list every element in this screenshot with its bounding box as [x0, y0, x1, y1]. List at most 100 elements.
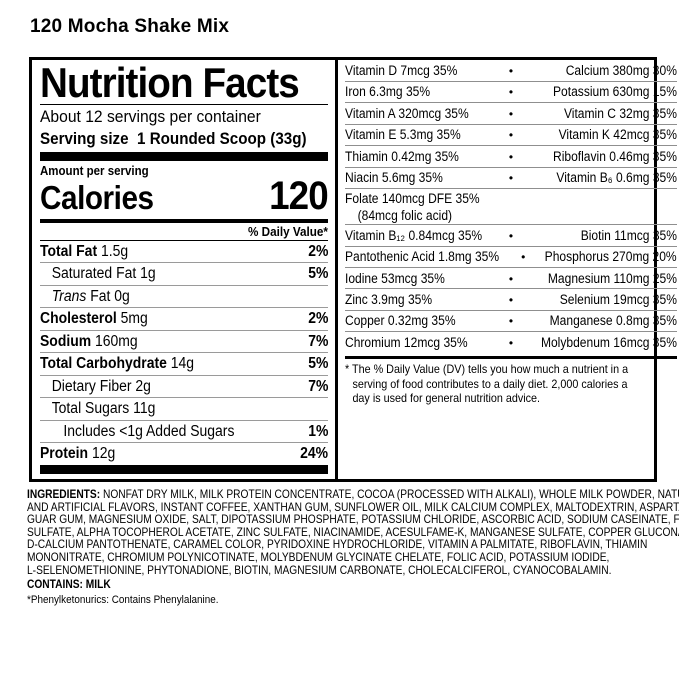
ingredient-line: L-SELENOMETHIONINE, PHYTONADIONE, BIOTIN… [27, 563, 612, 577]
nutrient-name: Sodium 160mg [40, 332, 138, 350]
nutrient-daily-value: 2% [307, 310, 328, 328]
ingredient-line: GUAR GUM, MAGNESIUM OXIDE, SALT, DIPOTAS… [27, 513, 679, 527]
micronutrient-left: Pantothenic Acid 1.8mg 35% [345, 249, 500, 265]
calories-value: 120 [269, 173, 329, 218]
nutrient-daily-value: 1% [307, 422, 328, 440]
folate-line-1: Folate 140mcg DFE 35% [345, 191, 480, 207]
micronutrient-right: Selenium 19mcg 35% [559, 291, 677, 307]
daily-value-header: % Daily Value* [247, 223, 328, 239]
page-title: 120 Mocha Shake Mix [30, 16, 230, 37]
nutrient-row: Includes <1g Added Sugars 1% [40, 419, 328, 443]
micronutrient-left: Thiamin 0.42mg 35% [345, 148, 459, 164]
nutrient-name: Total Fat 1.5g [40, 242, 129, 260]
nutrient-name: Total Carbohydrate 14g [40, 355, 195, 373]
folate-line-2: (84mcg folic acid) [357, 207, 453, 223]
nutrient-name: Saturated Fat 1g [51, 265, 156, 283]
ingredient-line: SULFATE, ALPHA TOCOPHEROL ACETATE, ZINC … [27, 525, 679, 539]
micronutrient-row: Iron 6.3mg 35% • Potassium 630mg 15% [345, 80, 677, 102]
micronutrient-row: Vitamin E 5.3mg 35% • Vitamin K 42mcg 35% [345, 123, 677, 145]
nutrient-row: Cholesterol 5mg 2% [40, 307, 328, 330]
nutrient-row: Saturated Fat 1g 5% [40, 262, 328, 285]
micronutrient-column: Vitamin D 7mcg 35% • Calcium 380mg 30% Iron… [338, 60, 679, 479]
micronutrient-right: Vitamin B₆ 0.6mg 35% [556, 170, 677, 186]
bullet-separator-icon: • [508, 171, 514, 186]
micronutrient-row: Zinc 3.9mg 35% • Selenium 19mcg 35% [345, 288, 677, 309]
micronutrient-right: Magnesium 110mg 25% [547, 270, 677, 286]
nutrient-daily-value: 7% [307, 332, 328, 350]
bullet-separator-icon: • [508, 106, 514, 121]
micronutrient-left: Iodine 53mcg 35% [345, 270, 445, 286]
footnote-line: serving of food contributes to a daily d… [352, 377, 628, 391]
bullet-separator-icon: • [508, 85, 514, 100]
micronutrient-row: Chromium 12mcg 35% • Molybdenum 16mcg 35% [345, 331, 677, 352]
micronutrient-left: Vitamin B₁₂ 0.84mcg 35% [345, 227, 483, 243]
nutrient-row: Sodium 160mg 7% [40, 329, 328, 353]
nutrition-facts-heading: Nutrition Facts [40, 59, 300, 106]
bullet-separator-icon: • [508, 314, 514, 329]
ingredients-heading: INGREDIENTS: [27, 488, 101, 501]
ingredient-line: MONONITRATE, CHROMIUM POLYNICOTINATE, MO… [27, 550, 610, 564]
contains-statement: CONTAINS: MILK [27, 578, 111, 592]
amount-per-serving-label: Amount per serving [40, 163, 149, 178]
micronutrient-right: Vitamin C 32mg 35% [563, 105, 677, 121]
nutrient-row: Total Carbohydrate 14g 5% [40, 352, 328, 375]
nutrient-name: Trans Fat 0g [51, 287, 130, 305]
micronutrient-list-bottom: Vitamin B₁₂ 0.84mcg 35% • Biotin 11mcg 35%… [345, 224, 677, 352]
nutrient-row: Dietary Fiber 2g 7% [40, 374, 328, 398]
nutrient-name: Cholesterol 5mg [40, 310, 148, 328]
ingredients-block: INGREDIENTS: NONFAT DRY MILK, MILK PROTE… [27, 488, 679, 607]
micronutrient-right: Molybdenum 16mcg 35% [540, 334, 677, 350]
micronutrient-row: Pantothenic Acid 1.8mg 35% • Phosphorus 27… [345, 245, 677, 267]
micronutrient-right: Vitamin K 42mcg 35% [558, 127, 677, 143]
nutrient-daily-value: 7% [307, 377, 328, 395]
serving-size-label: Serving size [40, 130, 129, 149]
micronutrient-row: Vitamin B₁₂ 0.84mcg 35% • Biotin 11mcg 35% [345, 224, 677, 245]
bullet-separator-icon: • [521, 250, 526, 265]
micronutrient-left: Niacin 5.6mg 35% [345, 170, 443, 186]
nutrient-daily-value: 5% [307, 355, 328, 373]
nutrient-daily-value: 2% [307, 242, 328, 260]
micronutrient-left: Vitamin A 320mcg 35% [345, 105, 469, 121]
divider-under-calories [40, 218, 328, 223]
divider-thick-top [40, 151, 328, 161]
micronutrient-list-top: Vitamin D 7mcg 35% • Calcium 380mg 30% Iron… [345, 60, 677, 188]
micronutrient-right: Phosphorus 270mg 20% [544, 249, 677, 265]
bullet-separator-icon: • [508, 228, 514, 243]
micronutrient-right: Riboflavin 0.46mg 35% [552, 148, 677, 164]
folate-row: Folate 140mcg DFE 35% (84mcg folic acid) [345, 187, 677, 224]
bullet-separator-icon: • [508, 335, 514, 350]
nutrient-daily-value: 24% [300, 445, 328, 463]
servings-per-container: About 12 servings per container [40, 107, 261, 126]
footnote-line: day is used for general nutrition advice… [352, 392, 541, 406]
nutrient-row: Total Fat 1.5g 2% [40, 239, 328, 263]
calories-label: Calories [40, 178, 154, 216]
nutrition-facts-main-column: Nutrition Facts About 12 servings per co… [32, 60, 338, 479]
nutrient-row: Protein 12g 24% [40, 442, 328, 474]
footnote-line: * The % Daily Value (DV) tells you how m… [345, 362, 629, 376]
micronutrient-right: Potassium 630mg 15% [552, 84, 677, 100]
ingredient-line: D-CALCIUM PANTOTHENATE, CARAMEL COLOR, P… [27, 538, 648, 552]
ingredient-line: AND ARTIFICIAL FLAVORS, INSTANT COFFEE, … [27, 500, 679, 514]
micronutrient-left: Zinc 3.9mg 35% [345, 291, 433, 307]
micronutrient-left: Vitamin D 7mcg 35% [345, 63, 458, 78]
micronutrient-left: Iron 6.3mg 35% [345, 84, 431, 100]
serving-size-row: Serving size 1 Rounded Scoop (33g) [40, 128, 307, 152]
bullet-separator-icon: • [508, 292, 514, 307]
micronutrient-row: Niacin 5.6mg 35% • Vitamin B₆ 0.6mg 35% [345, 166, 677, 188]
daily-value-footnote: * The % Daily Value (DV) tells you how m… [345, 355, 677, 407]
micronutrient-row: Vitamin A 320mcg 35% • Vitamin C 32mg 35% [345, 102, 677, 123]
micronutrient-row: Iodine 53mcg 35% • Magnesium 110mg 25% [345, 267, 677, 288]
micronutrient-left: Vitamin E 5.3mg 35% [345, 127, 461, 143]
bullet-separator-icon: • [508, 271, 514, 286]
micronutrient-row: Thiamin 0.42mg 35% • Riboflavin 0.46mg 35% [345, 145, 677, 166]
bullet-separator-icon: • [508, 149, 514, 164]
nutrient-name: Includes <1g Added Sugars [63, 422, 235, 440]
ingredients-lines: INGREDIENTS: NONFAT DRY MILK, MILK PROTE… [27, 488, 679, 577]
micronutrient-left: Chromium 12mcg 35% [345, 334, 468, 350]
nutrition-facts-panel: Nutrition Facts About 12 servings per co… [29, 57, 677, 482]
nutrient-name: Protein 12g [40, 445, 116, 463]
nutrient-name: Dietary Fiber 2g [51, 377, 151, 395]
micronutrient-right: Calcium 380mg 30% [565, 63, 677, 78]
nutrient-list: Total Fat 1.5g 2% Saturated Fat 1g 5% Trans … [40, 239, 328, 474]
